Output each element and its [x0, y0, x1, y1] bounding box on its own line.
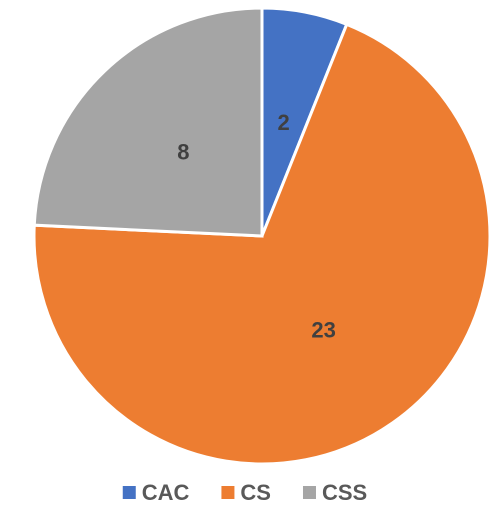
data-label: 23	[311, 318, 335, 343]
pie-slice	[32, 6, 264, 238]
data-label: 8	[177, 139, 189, 164]
legend-swatch	[302, 486, 316, 499]
pie-slice	[32, 22, 490, 466]
legend-label: CSS	[322, 480, 367, 505]
legend-swatch	[221, 486, 235, 499]
legend-label: CAC	[142, 480, 190, 505]
data-label: 2	[277, 110, 289, 135]
legend-label: CS	[240, 480, 271, 505]
legend-swatch	[122, 486, 136, 499]
